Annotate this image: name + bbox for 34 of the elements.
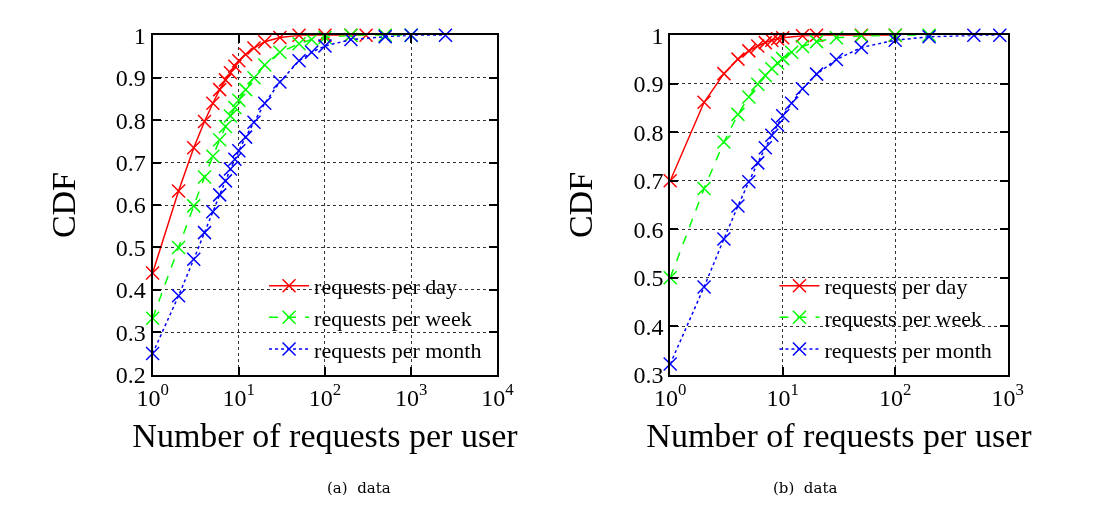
x-tick-label: 10$^{2}$: [879, 380, 912, 411]
x-tick-label: 10$^{2}$: [308, 380, 342, 411]
x-axis-title: Number of requests per user: [132, 417, 519, 455]
y-tick-label: 1: [133, 22, 146, 49]
text: (a) data: [327, 479, 391, 497]
x-tick-label: 10$^{3}$: [991, 380, 1024, 411]
y-tick-label: 0.5: [633, 265, 664, 292]
x-tick-label: 10$^{3}$: [394, 380, 428, 411]
y-tick-label: 0.4: [115, 277, 146, 304]
y-axis-title: CDF: [562, 171, 600, 239]
y-tick-label: 0.4: [633, 313, 664, 340]
legend-label: requests per day: [314, 274, 457, 300]
y-tick-label: 0.5: [115, 234, 146, 261]
y-tick-label: 0.7: [115, 150, 146, 177]
y-tick-label: 0.9: [633, 71, 664, 98]
y-tick-label: 0.3: [115, 319, 146, 346]
legend-label: requests per week: [314, 305, 472, 331]
x-axis-title: Number of requests per user: [646, 417, 1033, 455]
legend-label: requests per week: [824, 305, 983, 331]
y-tick-label: 0.9: [115, 65, 146, 92]
y-tick-label: 0.8: [115, 107, 146, 134]
y-tick-label: 0.6: [115, 192, 146, 219]
x-tick-label: 10$^{4}$: [481, 380, 515, 411]
text: (b) data: [773, 479, 838, 497]
legend-label: requests per month: [824, 337, 992, 363]
y-tick-label: 0.8: [633, 119, 664, 146]
y-tick-label: 0.6: [633, 216, 664, 243]
y-axis-title: CDF: [44, 171, 82, 239]
x-tick-label: 10$^{1}$: [222, 380, 255, 411]
y-tick-label: 1: [651, 22, 664, 49]
legend-label: requests per day: [824, 274, 968, 300]
y-tick-label: 0.7: [633, 168, 664, 195]
legend-label: requests per month: [314, 337, 482, 363]
x-tick-label: 10$^{1}$: [766, 380, 799, 411]
